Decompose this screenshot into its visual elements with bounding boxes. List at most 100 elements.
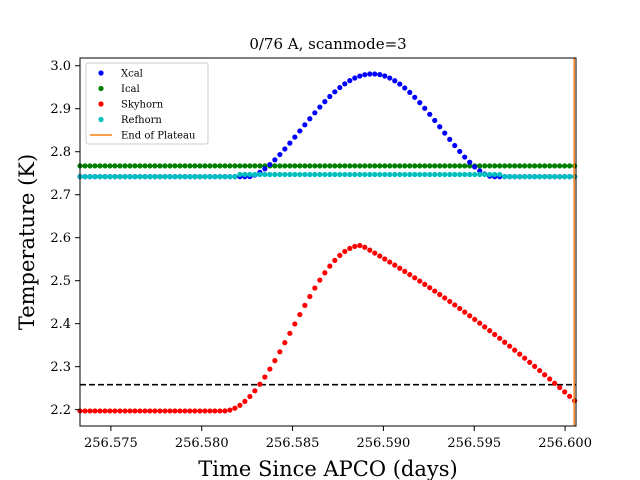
refhorn-point <box>472 171 478 178</box>
ical-point <box>567 163 573 169</box>
legend-swatch <box>98 85 104 92</box>
xcal-point <box>472 164 478 170</box>
series-layer <box>77 58 578 426</box>
ical-point <box>507 163 513 169</box>
skyhorn-point <box>287 330 293 336</box>
skyhorn-point <box>97 408 103 414</box>
ical-point <box>192 163 198 169</box>
skyhorn-point <box>517 351 523 357</box>
refhorn-point <box>292 171 298 178</box>
xcal-point <box>392 78 398 84</box>
ical-point <box>297 163 303 169</box>
ical-point <box>322 163 328 169</box>
series-ical <box>77 163 578 169</box>
skyhorn-point <box>197 408 203 414</box>
refhorn-point <box>142 174 148 180</box>
ical-point <box>292 163 298 169</box>
xcal-point <box>272 157 278 163</box>
ical-point <box>107 163 113 169</box>
ical-point <box>362 163 368 169</box>
refhorn-point <box>287 171 293 178</box>
skyhorn-point <box>367 247 373 253</box>
skyhorn-point <box>372 250 378 256</box>
skyhorn-point <box>112 408 118 414</box>
ical-point <box>357 163 363 169</box>
refhorn-point <box>307 171 313 178</box>
ical-point <box>557 163 563 169</box>
xcal-point <box>442 130 448 136</box>
skyhorn-point <box>457 305 463 312</box>
skyhorn-point <box>227 407 233 413</box>
ical-point <box>167 163 173 169</box>
xcal-point <box>292 134 298 140</box>
ical-point <box>272 163 278 169</box>
skyhorn-point <box>142 408 148 414</box>
y-tick-label: 3.0 <box>50 59 71 74</box>
refhorn-point <box>82 174 88 180</box>
refhorn-point <box>147 174 153 180</box>
skyhorn-point <box>342 248 348 255</box>
refhorn-point <box>222 174 228 180</box>
ical-point <box>317 163 323 169</box>
skyhorn-point <box>217 408 223 414</box>
x-tick-label: 256.575 <box>84 436 138 451</box>
refhorn-point <box>127 174 133 180</box>
xcal-point <box>307 116 313 122</box>
ical-point <box>372 163 378 169</box>
xcal-point <box>422 105 428 111</box>
ical-point <box>407 163 413 169</box>
skyhorn-point <box>297 311 303 318</box>
refhorn-point <box>417 171 423 178</box>
skyhorn-point <box>382 256 388 262</box>
refhorn-point <box>467 171 473 178</box>
skyhorn-point <box>247 393 253 400</box>
skyhorn-point <box>317 277 323 283</box>
ical-point <box>242 163 248 169</box>
xcal-point <box>387 75 393 81</box>
ical-point <box>132 163 138 169</box>
ical-point <box>247 163 253 169</box>
skyhorn-point <box>507 343 513 349</box>
skyhorn-point <box>157 408 163 414</box>
ical-point <box>387 163 393 169</box>
skyhorn-point <box>207 408 213 414</box>
y-axis: 2.2 2.3 2.4 2.5 2.6 2.7 2.8 2.9 3.0 <box>50 59 80 418</box>
skyhorn-point <box>117 408 123 414</box>
skyhorn-point <box>312 285 318 291</box>
skyhorn-point <box>172 408 178 414</box>
legend-box <box>85 62 209 145</box>
skyhorn-point <box>357 242 363 249</box>
xcal-point <box>312 110 318 116</box>
refhorn-point <box>427 171 433 178</box>
skyhorn-point <box>167 408 173 414</box>
ical-point <box>202 163 208 169</box>
refhorn-point <box>542 174 548 180</box>
skyhorn-point <box>467 313 473 319</box>
refhorn-point <box>482 171 488 178</box>
skyhorn-point <box>432 288 438 294</box>
ical-point <box>252 163 258 169</box>
ical-point <box>452 163 458 169</box>
refhorn-point <box>212 174 218 180</box>
skyhorn-point <box>537 367 543 374</box>
refhorn-point <box>87 174 93 180</box>
refhorn-point <box>157 174 163 180</box>
ical-point <box>532 163 538 169</box>
refhorn-point <box>497 171 503 178</box>
xcal-point <box>357 73 363 79</box>
legend-swatch <box>98 101 104 107</box>
skyhorn-point <box>202 408 208 414</box>
xcal-point <box>367 71 373 77</box>
refhorn-point <box>337 171 343 178</box>
skyhorn-point <box>387 259 393 265</box>
refhorn-point <box>112 174 118 180</box>
ical-point <box>137 163 143 169</box>
xcal-point <box>407 89 413 96</box>
refhorn-point <box>102 174 108 180</box>
y-tick-label: 2.4 <box>50 317 71 332</box>
refhorn-point <box>97 174 103 180</box>
skyhorn-point <box>82 408 88 414</box>
ical-point <box>127 163 133 169</box>
ical-point <box>397 163 403 169</box>
ical-point <box>502 163 508 169</box>
